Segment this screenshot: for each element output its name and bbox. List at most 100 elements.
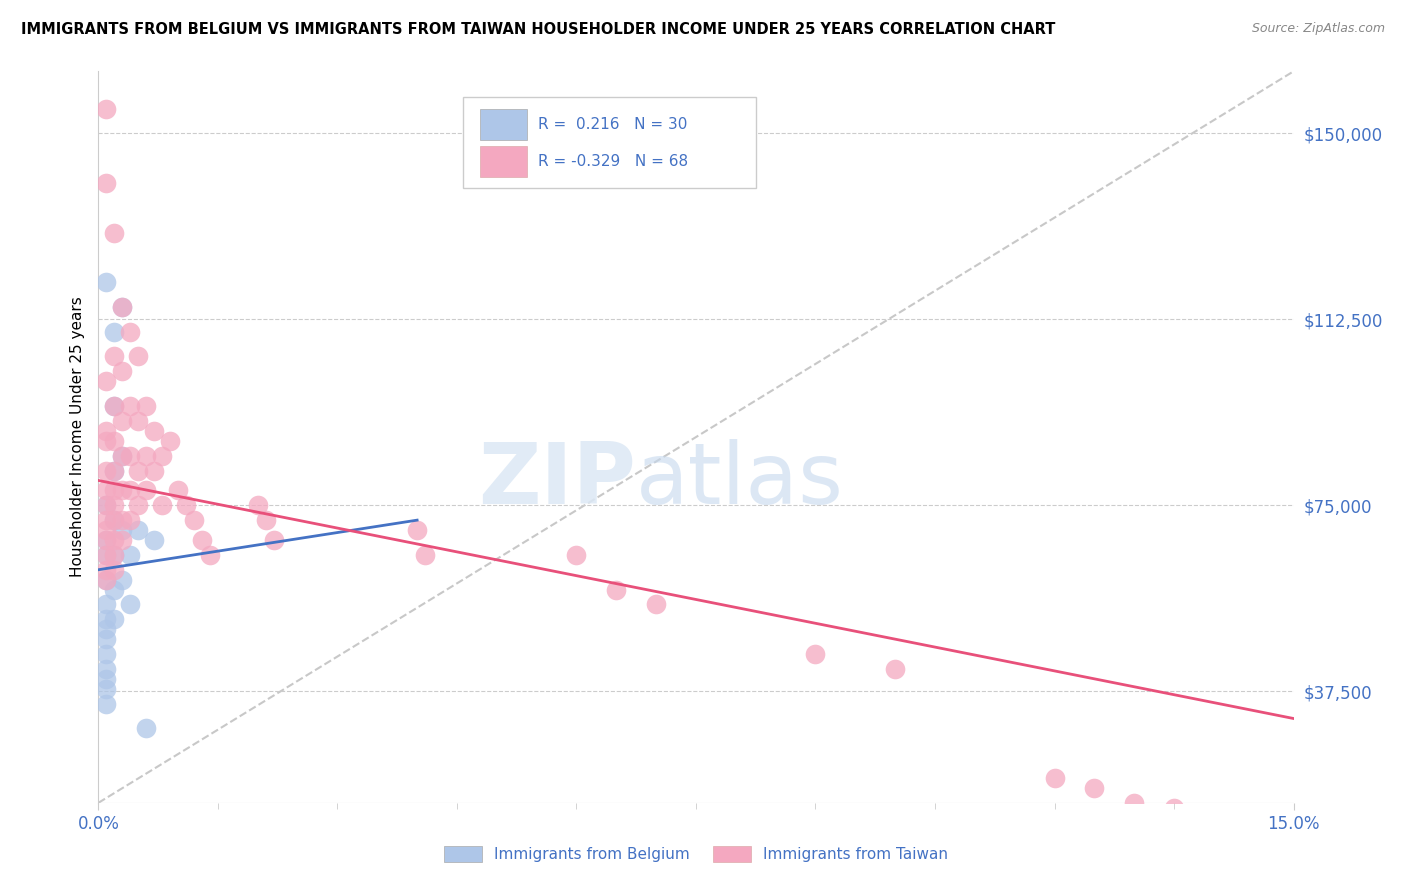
Point [406,523,429,537]
Y-axis label: Householder Income Under 25 years: Householder Income Under 25 years [69,297,84,577]
Point [96,523,118,537]
Text: Source: ZipAtlas.com: Source: ZipAtlas.com [1251,22,1385,36]
Point [103,498,125,512]
Point [120,548,142,562]
Text: ZIP: ZIP [478,440,637,523]
Point [263,533,285,547]
Point [96,612,118,626]
Point [111,533,134,547]
Point [150,449,173,463]
Point [143,533,166,547]
Point [174,498,197,512]
Point [96,632,118,647]
Point [96,176,118,190]
Point [96,513,118,527]
Point [96,598,118,612]
Point [198,548,221,562]
Point [103,399,125,413]
Point [103,513,125,527]
Point [111,513,134,527]
Point [120,483,142,498]
Point [246,498,269,512]
Point [143,424,166,438]
Text: atlas: atlas [637,440,844,523]
Point [103,464,125,478]
Point [103,483,125,498]
Point [103,612,125,626]
Point [111,300,134,314]
FancyBboxPatch shape [463,97,756,188]
Point [96,647,118,661]
Point [111,449,134,463]
Point [127,464,149,478]
Point [96,662,118,676]
Point [96,573,118,587]
Point [183,513,205,527]
Legend: Immigrants from Belgium, Immigrants from Taiwan: Immigrants from Belgium, Immigrants from… [437,840,955,868]
FancyBboxPatch shape [479,146,527,177]
Point [103,548,125,562]
Point [111,523,134,537]
Point [1083,780,1105,795]
Point [103,464,125,478]
Point [96,548,118,562]
Point [1163,801,1185,815]
Point [884,662,907,676]
Point [127,498,149,512]
Text: R =  0.216   N = 30: R = 0.216 N = 30 [538,117,688,132]
Point [159,434,181,448]
Point [111,449,134,463]
Point [413,548,436,562]
Point [127,414,149,428]
Point [191,533,214,547]
Point [96,424,118,438]
Point [143,464,166,478]
Point [103,513,125,527]
Point [96,573,118,587]
Point [103,434,125,448]
Point [565,548,588,562]
FancyBboxPatch shape [479,109,527,140]
Point [96,563,118,577]
Point [111,573,134,587]
Point [96,681,118,696]
Point [103,563,125,577]
Point [120,513,142,527]
Text: R = -0.329   N = 68: R = -0.329 N = 68 [538,153,689,169]
Point [103,399,125,413]
Point [111,300,134,314]
Point [96,498,118,512]
Point [135,722,157,736]
Point [150,498,173,512]
Point [96,275,118,289]
Point [167,483,190,498]
Point [96,697,118,711]
Point [103,533,125,547]
Point [96,533,118,547]
Point [96,622,118,636]
Point [120,325,142,339]
Point [645,598,668,612]
Point [96,483,118,498]
Point [1123,796,1146,810]
Point [96,498,118,512]
Point [103,548,125,562]
Point [96,102,118,116]
Point [96,533,118,547]
Point [96,672,118,686]
Point [111,364,134,378]
Point [135,483,157,498]
Point [103,350,125,364]
Point [135,399,157,413]
Point [96,548,118,562]
Point [1043,771,1066,785]
Point [96,464,118,478]
Point [111,483,134,498]
Point [120,598,142,612]
Point [103,226,125,240]
Point [135,449,157,463]
Point [120,399,142,413]
Point [96,374,118,388]
Text: IMMIGRANTS FROM BELGIUM VS IMMIGRANTS FROM TAIWAN HOUSEHOLDER INCOME UNDER 25 YE: IMMIGRANTS FROM BELGIUM VS IMMIGRANTS FR… [21,22,1056,37]
Point [127,523,149,537]
